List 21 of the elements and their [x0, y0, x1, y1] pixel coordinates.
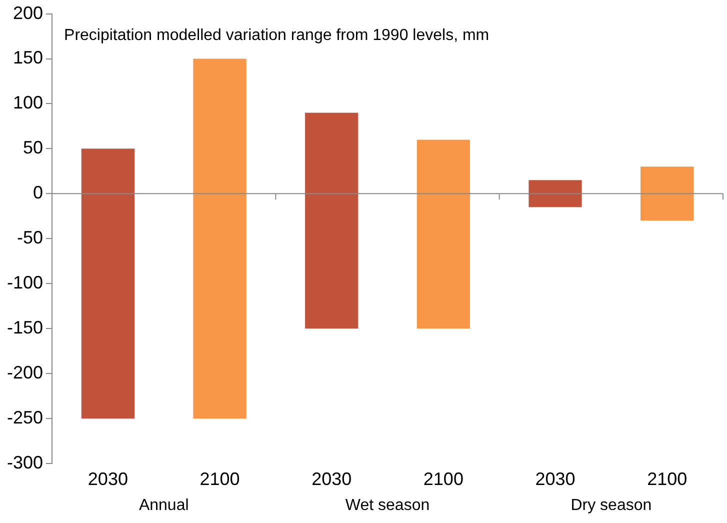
x-tick-label: 2030	[88, 469, 128, 490]
x-tick-label: 2100	[647, 469, 688, 490]
text: Precipitation modelled variation range from 1990 levels, mm	[64, 27, 490, 44]
text: Annual	[138, 496, 189, 514]
y-tick-label: 50	[22, 138, 44, 158]
text: Wet season	[345, 496, 430, 514]
y-tick-label: 200	[12, 2, 44, 23]
y-tick-label: -250	[6, 407, 44, 428]
y-tick-label: -50	[17, 228, 44, 248]
x-tick-label: 2100	[423, 469, 464, 490]
x-tick-label: 2030	[535, 469, 576, 490]
x-tick-label: 2100	[200, 469, 240, 490]
y-tick-label: 0	[33, 182, 44, 203]
y-tick-label: -200	[6, 362, 44, 382]
x-tick-label: 2030	[312, 469, 352, 490]
y-tick-label: 150	[12, 48, 44, 68]
text: Dry season	[570, 496, 652, 514]
y-tick-label: -300	[6, 452, 44, 472]
y-tick-label: 100	[12, 92, 44, 113]
y-tick-label: -150	[6, 317, 44, 338]
y-tick-label: -100	[6, 272, 44, 293]
